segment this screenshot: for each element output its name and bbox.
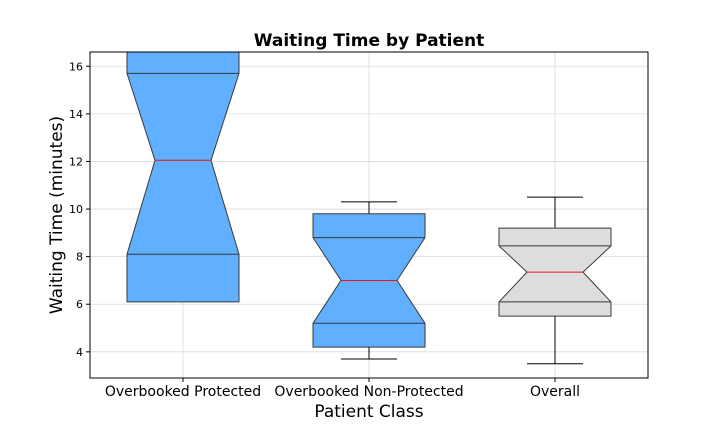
y-tick-label: 8 bbox=[76, 251, 83, 264]
notched-box bbox=[126, 52, 240, 303]
y-tick-label: 16 bbox=[69, 60, 83, 73]
x-axis-label: Patient Class bbox=[314, 402, 423, 422]
category-label: Overall bbox=[530, 384, 580, 400]
box-3 bbox=[498, 196, 612, 365]
y-axis-label: Waiting Time (minutes) bbox=[47, 116, 67, 314]
category-label: Overbooked Protected bbox=[105, 384, 261, 400]
category-label: Overbooked Non-Protected bbox=[274, 384, 463, 400]
x-axis-ticks: Overbooked Protected Overbooked Non-Prote… bbox=[105, 378, 580, 400]
boxes bbox=[126, 52, 612, 365]
y-tick-label: 4 bbox=[76, 346, 83, 359]
box-1 bbox=[126, 52, 240, 303]
y-axis-ticks: 4 6 8 10 12 14 16 bbox=[69, 60, 90, 359]
chart-title: Waiting Time by Patient bbox=[254, 31, 485, 51]
y-tick-label: 14 bbox=[69, 108, 83, 121]
box-2 bbox=[312, 201, 426, 360]
y-tick-label: 6 bbox=[76, 298, 83, 311]
y-tick-label: 12 bbox=[69, 155, 83, 168]
y-tick-label: 10 bbox=[69, 203, 83, 216]
